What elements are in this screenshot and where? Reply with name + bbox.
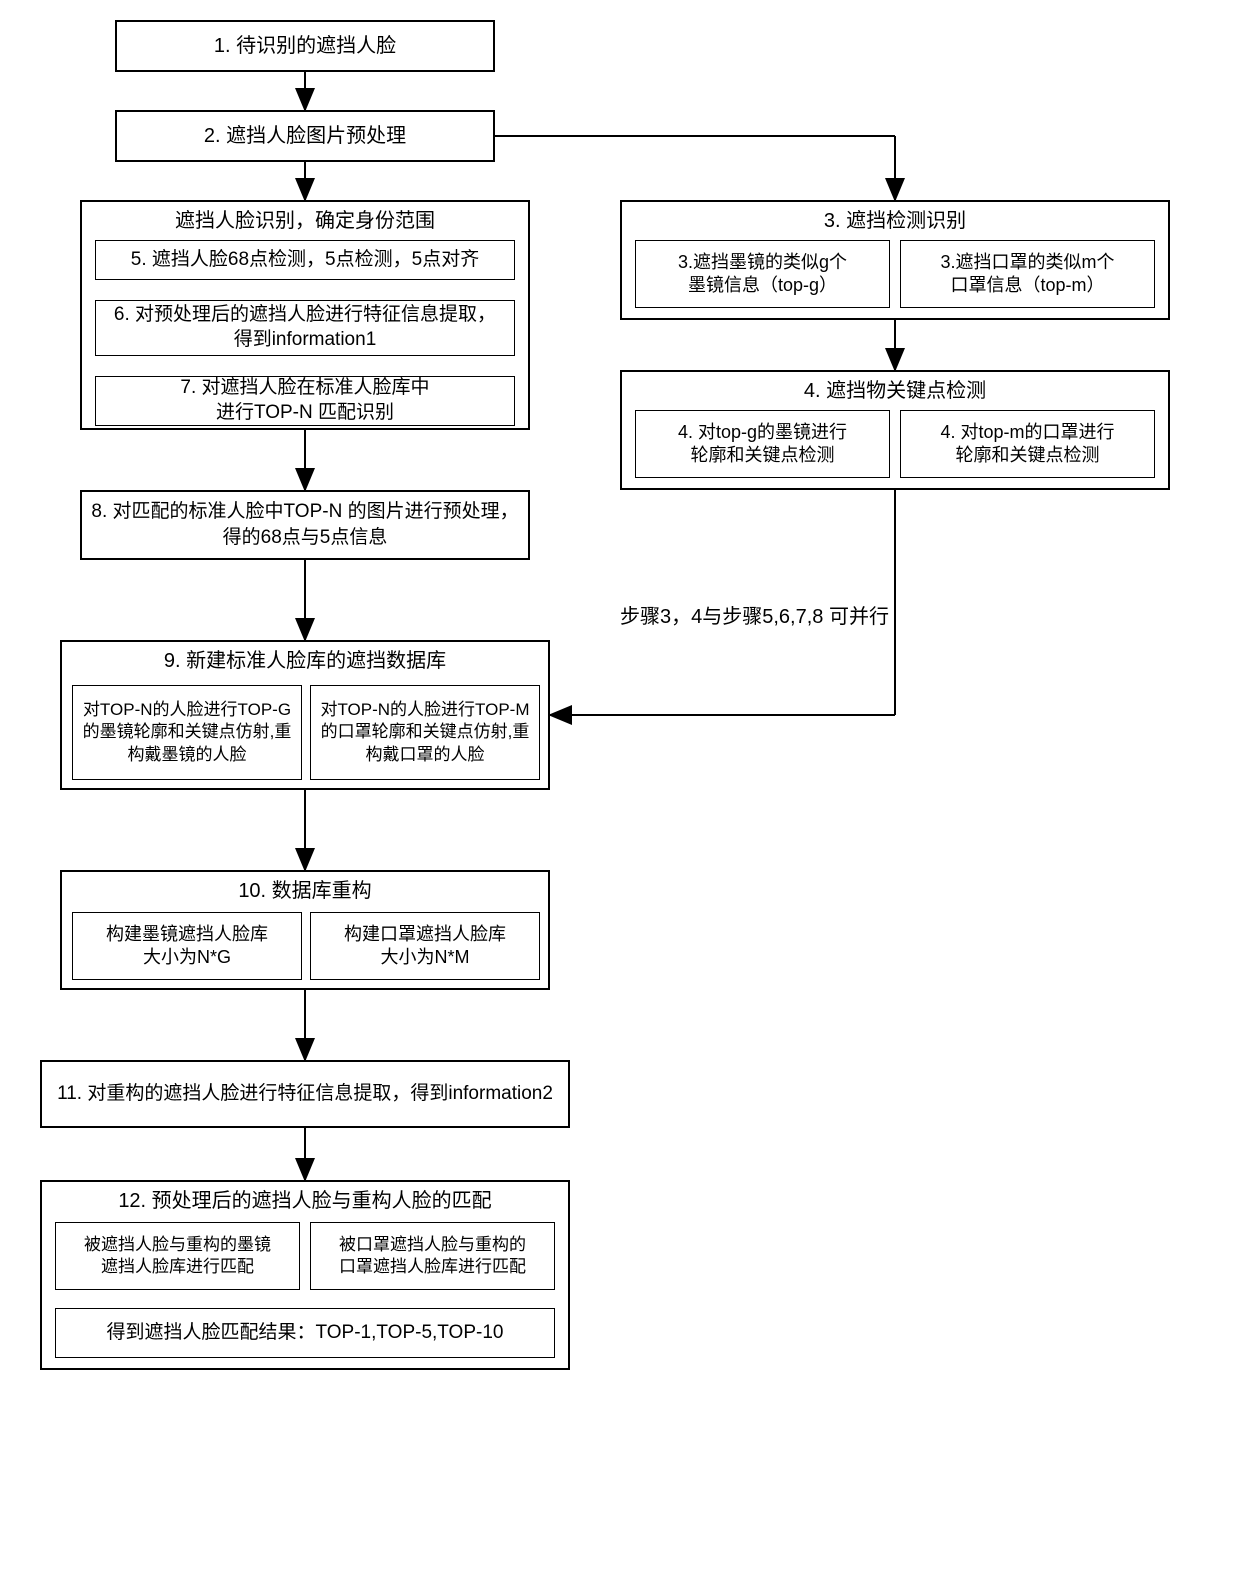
node-2: 2. 遮挡人脸图片预处理: [115, 110, 495, 162]
node-4b: 4. 对top-m的口罩进行轮廓和关键点检测: [900, 410, 1155, 478]
node-10b-text: 构建口罩遮挡人脸库大小为N*M: [344, 923, 506, 970]
node-3a: 3.遮挡墨镜的类似g个墨镜信息（top-g）: [635, 240, 890, 308]
node-6: 6. 对预处理后的遮挡人脸进行特征信息提取，得到information1: [95, 300, 515, 356]
node-6-text: 6. 对预处理后的遮挡人脸进行特征信息提取，得到information1: [114, 303, 496, 352]
node-5-text: 5. 遮挡人脸68点检测，5点检测，5点对齐: [131, 248, 479, 273]
node-4a-text: 4. 对top-g的墨镜进行轮廓和关键点检测: [678, 421, 847, 468]
node-9b-text: 对TOP-N的人脸进行TOP-M的口罩轮廓和关键点仿射,重构戴口罩的人脸: [317, 699, 533, 765]
node-12c-text: 得到遮挡人脸匹配结果：TOP-1,TOP-5,TOP-10: [107, 1321, 504, 1346]
node-1: 1. 待识别的遮挡人脸: [115, 20, 495, 72]
group-3-title: 3. 遮挡检测识别: [622, 208, 1168, 235]
node-3b: 3.遮挡口罩的类似m个口罩信息（top-m）: [900, 240, 1155, 308]
node-7-text: 7. 对遮挡人脸在标准人脸库中进行TOP-N 匹配识别: [180, 376, 429, 425]
node-9b: 对TOP-N的人脸进行TOP-M的口罩轮廓和关键点仿射,重构戴口罩的人脸: [310, 685, 540, 780]
node-9a-text: 对TOP-N的人脸进行TOP-G的墨镜轮廓和关键点仿射,重构戴墨镜的人脸: [79, 699, 295, 765]
node-12a-text: 被遮挡人脸与重构的墨镜遮挡人脸库进行匹配: [84, 1234, 271, 1278]
node-5: 5. 遮挡人脸68点检测，5点检测，5点对齐: [95, 240, 515, 280]
node-12c: 得到遮挡人脸匹配结果：TOP-1,TOP-5,TOP-10: [55, 1308, 555, 1358]
node-10b: 构建口罩遮挡人脸库大小为N*M: [310, 912, 540, 980]
node-4a: 4. 对top-g的墨镜进行轮廓和关键点检测: [635, 410, 890, 478]
node-11-text: 11. 对重构的遮挡人脸进行特征信息提取，得到information2: [57, 1081, 553, 1107]
node-12a: 被遮挡人脸与重构的墨镜遮挡人脸库进行匹配: [55, 1222, 300, 1290]
node-11: 11. 对重构的遮挡人脸进行特征信息提取，得到information2: [40, 1060, 570, 1128]
node-7: 7. 对遮挡人脸在标准人脸库中进行TOP-N 匹配识别: [95, 376, 515, 426]
node-1-text: 1. 待识别的遮挡人脸: [214, 33, 396, 60]
node-4b-text: 4. 对top-m的口罩进行轮廓和关键点检测: [940, 421, 1114, 468]
node-3b-text: 3.遮挡口罩的类似m个口罩信息（top-m）: [940, 251, 1114, 298]
group-12-title: 12. 预处理后的遮挡人脸与重构人脸的匹配: [42, 1188, 568, 1215]
group-left-title: 遮挡人脸识别，确定身份范围: [82, 208, 528, 235]
node-9a: 对TOP-N的人脸进行TOP-G的墨镜轮廓和关键点仿射,重构戴墨镜的人脸: [72, 685, 302, 780]
node-12b: 被口罩遮挡人脸与重构的口罩遮挡人脸库进行匹配: [310, 1222, 555, 1290]
node-10a: 构建墨镜遮挡人脸库大小为N*G: [72, 912, 302, 980]
node-2-text: 2. 遮挡人脸图片预处理: [204, 123, 406, 150]
group-10-title: 10. 数据库重构: [62, 878, 548, 905]
node-10a-text: 构建墨镜遮挡人脸库大小为N*G: [106, 923, 268, 970]
node-8: 8. 对匹配的标准人脸中TOP-N 的图片进行预处理，得的68点与5点信息: [80, 490, 530, 560]
group-4-title: 4. 遮挡物关键点检测: [622, 378, 1168, 405]
flowchart-canvas: 1. 待识别的遮挡人脸 2. 遮挡人脸图片预处理 遮挡人脸识别，确定身份范围 5…: [0, 0, 1240, 1594]
parallel-note: 步骤3，4与步骤5,6,7,8 可并行: [620, 600, 889, 629]
node-12b-text: 被口罩遮挡人脸与重构的口罩遮挡人脸库进行匹配: [339, 1234, 526, 1278]
node-8-text: 8. 对匹配的标准人脸中TOP-N 的图片进行预处理，得的68点与5点信息: [91, 499, 518, 550]
group-9-title: 9. 新建标准人脸库的遮挡数据库: [62, 648, 548, 675]
node-3a-text: 3.遮挡墨镜的类似g个墨镜信息（top-g）: [678, 251, 847, 298]
